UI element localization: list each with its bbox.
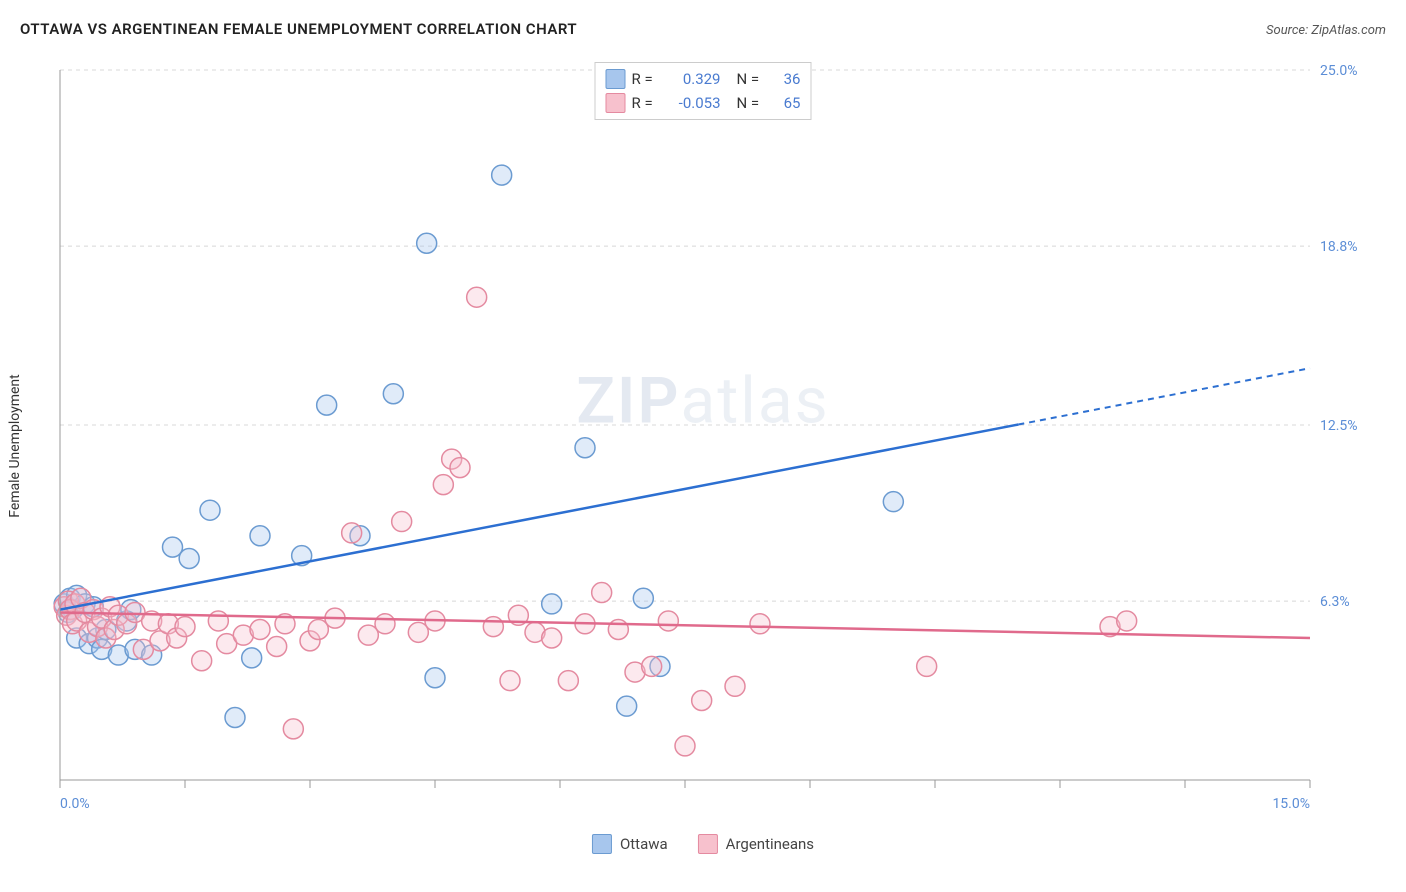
- scatter-point: [692, 690, 712, 710]
- y-axis-label: Female Unemployment: [7, 374, 23, 518]
- y-tick-label: 18.8%: [1320, 239, 1358, 255]
- scatter-point: [558, 671, 578, 691]
- stats-n-value: 36: [771, 70, 801, 88]
- plot-container: 6.3% 12.5% 18.8% 25.0% 0.0% 15.0%: [50, 60, 1370, 820]
- chart-header: OTTAWA VS ARGENTINEAN FEMALE UNEMPLOYMEN…: [20, 20, 1386, 38]
- scatter-point: [750, 614, 770, 634]
- scatter-point: [267, 637, 287, 657]
- scatter-point: [492, 165, 512, 185]
- scatter-point: [467, 287, 487, 307]
- scatter-point: [179, 548, 199, 568]
- scatter-point: [200, 500, 220, 520]
- scatter-point: [483, 617, 503, 637]
- scatter-point: [392, 512, 412, 532]
- stats-r-label: R =: [632, 70, 660, 88]
- stats-r-value: 0.329: [666, 70, 721, 88]
- scatter-point: [450, 458, 470, 478]
- stats-row: R = -0.053 N = 65: [606, 91, 801, 115]
- legend-item: Argentineans: [698, 834, 814, 854]
- scatter-point: [542, 594, 562, 614]
- scatter-point: [592, 583, 612, 603]
- scatter-point: [375, 614, 395, 634]
- y-tick-label: 12.5%: [1320, 418, 1358, 434]
- y-tick-label: 6.3%: [1320, 594, 1350, 610]
- y-tick-label: 25.0%: [1320, 63, 1358, 79]
- scatter-point: [175, 617, 195, 637]
- scatter-point: [225, 708, 245, 728]
- scatter-point: [283, 719, 303, 739]
- stats-r-value: -0.053: [666, 94, 721, 112]
- scatter-point: [642, 656, 662, 676]
- scatter-point: [575, 438, 595, 458]
- legend-item: Ottawa: [592, 834, 668, 854]
- scatter-point: [192, 651, 212, 671]
- scatter-point: [250, 526, 270, 546]
- scatter-point: [433, 475, 453, 495]
- scatter-point: [1117, 611, 1137, 631]
- stats-n-value: 65: [771, 94, 801, 112]
- legend-swatch: [592, 834, 612, 854]
- stats-n-label: N =: [737, 70, 765, 88]
- scatter-plot: 6.3% 12.5% 18.8% 25.0% 0.0% 15.0%: [50, 60, 1370, 820]
- scatter-point: [617, 696, 637, 716]
- scatter-point: [542, 628, 562, 648]
- stats-r-label: R =: [632, 94, 660, 112]
- stats-swatch: [606, 93, 626, 113]
- scatter-point: [883, 492, 903, 512]
- scatter-point: [425, 668, 445, 688]
- scatter-point: [917, 656, 937, 676]
- stats-box: R = 0.329 N = 36 R = -0.053 N = 65: [595, 62, 812, 120]
- scatter-point: [383, 384, 403, 404]
- scatter-point: [208, 611, 228, 631]
- stats-n-label: N =: [737, 94, 765, 112]
- x-axis-max-label: 15.0%: [1272, 796, 1310, 812]
- x-axis-min-label: 0.0%: [60, 796, 90, 812]
- scatter-point: [500, 671, 520, 691]
- legend-label: Ottawa: [620, 835, 668, 853]
- scatter-point: [342, 523, 362, 543]
- scatter-point: [633, 588, 653, 608]
- scatter-point: [242, 648, 262, 668]
- chart-source: Source: ZipAtlas.com: [1266, 23, 1386, 38]
- scatter-point: [725, 676, 745, 696]
- stats-row: R = 0.329 N = 36: [606, 67, 801, 91]
- trend-line-extrapolated: [1018, 368, 1310, 424]
- legend-label: Argentineans: [726, 835, 814, 853]
- legend-swatch: [698, 834, 718, 854]
- scatter-point: [317, 395, 337, 415]
- stats-swatch: [606, 69, 626, 89]
- scatter-point: [417, 233, 437, 253]
- bottom-legend: Ottawa Argentineans: [592, 834, 814, 854]
- scatter-point: [658, 611, 678, 631]
- scatter-point: [675, 736, 695, 756]
- chart-title: OTTAWA VS ARGENTINEAN FEMALE UNEMPLOYMEN…: [20, 20, 577, 38]
- scatter-point: [250, 619, 270, 639]
